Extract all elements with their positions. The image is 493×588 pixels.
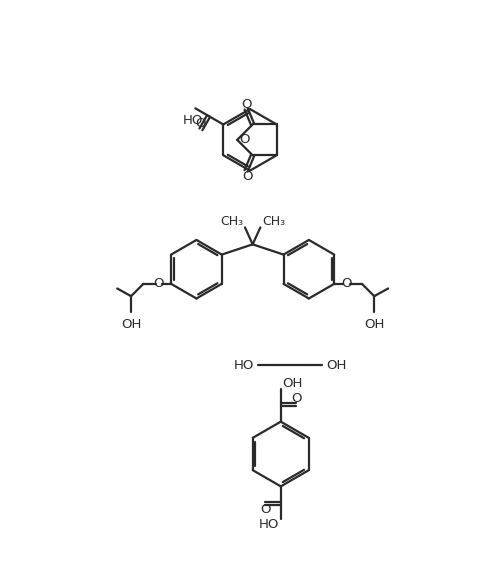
Text: OH: OH	[364, 318, 385, 330]
Text: HO: HO	[183, 115, 203, 128]
Text: O: O	[341, 278, 352, 290]
Text: O: O	[195, 118, 206, 131]
Text: OH: OH	[326, 359, 347, 372]
Text: O: O	[153, 278, 164, 290]
Text: OH: OH	[121, 318, 141, 330]
Text: OH: OH	[282, 377, 303, 390]
Text: CH₃: CH₃	[262, 215, 285, 228]
Text: O: O	[260, 503, 271, 516]
Text: HO: HO	[259, 519, 279, 532]
Text: O: O	[241, 98, 251, 111]
Text: O: O	[291, 392, 301, 405]
Text: CH₃: CH₃	[220, 215, 244, 228]
Text: HO: HO	[234, 359, 254, 372]
Text: O: O	[243, 170, 253, 183]
Text: O: O	[239, 132, 249, 146]
